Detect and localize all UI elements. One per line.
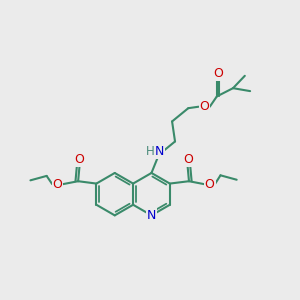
Text: N: N: [155, 145, 164, 158]
Text: N: N: [147, 209, 156, 222]
Text: O: O: [205, 178, 214, 191]
Text: O: O: [200, 100, 209, 113]
Text: O: O: [183, 153, 193, 166]
Text: O: O: [213, 67, 223, 80]
Text: O: O: [52, 178, 62, 191]
Text: H: H: [146, 145, 154, 158]
Text: O: O: [74, 153, 84, 166]
